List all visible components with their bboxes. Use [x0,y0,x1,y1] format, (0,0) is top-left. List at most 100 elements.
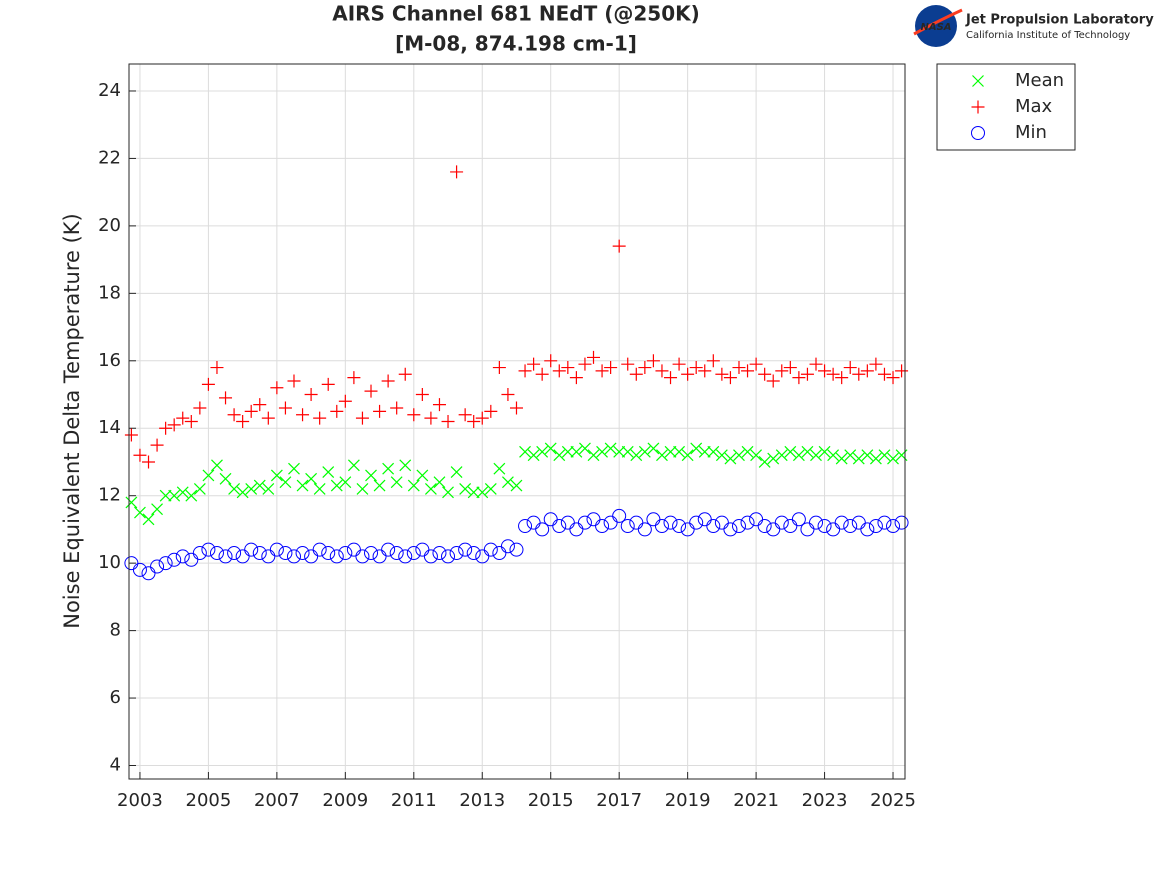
y-tick-label: 14 [98,417,121,438]
data-point [416,469,429,482]
data-point [570,445,583,458]
y-tick-label: 8 [110,620,121,641]
data-point [800,522,815,537]
data-point [801,445,814,458]
data-point [784,445,797,458]
data-point [740,515,755,530]
data-point [647,442,660,455]
data-point [423,549,438,564]
data-point [664,445,677,458]
data-point [844,449,857,462]
chart-title: [M-08, 874.198 cm-1] [395,32,637,56]
data-point [270,381,284,395]
data-point [364,546,379,561]
data-point [227,408,241,422]
data-point [245,483,258,495]
data-point [288,462,300,475]
y-tick-label: 24 [98,80,121,101]
legend-marker [972,75,984,87]
data-point [176,486,189,499]
data-point [355,549,370,564]
data-point [527,449,540,462]
logo: NASA Jet Propulsion Laboratory Californi… [913,5,1154,47]
data-point [553,449,566,462]
data-point [612,508,627,523]
chart-title: AIRS Channel 681 NEdT (@250K) [332,2,700,26]
data-point [629,515,644,530]
data-point [398,367,412,381]
data-point [467,486,480,499]
data-point [398,549,413,564]
data-point [681,449,694,462]
data-point [690,442,703,455]
data-point [167,552,182,567]
data-point [236,415,250,428]
data-point [151,503,163,516]
data-point [715,449,728,462]
data-point [723,371,737,385]
data-point [620,519,635,534]
data-point [509,401,523,415]
data-point [476,486,489,499]
logo-name: Jet Propulsion Laboratory [965,13,1154,28]
data-point [681,367,695,381]
data-point [527,357,541,371]
data-point [630,449,643,462]
data-point [338,394,352,408]
data-point [860,522,875,537]
x-tick-label: 2023 [802,790,848,811]
data-point [219,391,233,405]
data-point [502,476,514,489]
legend-label: Max [1015,96,1053,117]
data-point [406,546,421,561]
data-point [732,361,746,375]
data-point [219,472,232,485]
data-point [706,354,720,368]
data-point [338,546,353,561]
data-point [886,371,900,385]
data-point [201,542,216,557]
data-point [809,357,823,371]
data-point [322,466,335,479]
data-point [201,377,215,391]
data-point [638,361,652,375]
data-point [731,519,746,534]
data-point [432,546,447,561]
data-point [175,549,190,564]
legend-box [936,63,1076,151]
data-point [714,515,729,530]
data-point [526,515,541,530]
data-point [501,388,515,402]
logo-swoosh [913,8,963,36]
plot-frame [128,63,906,780]
data-point [887,452,899,465]
data-point [329,549,344,564]
x-tick-label: 2019 [665,790,711,811]
x-tick-label: 2021 [733,790,779,811]
data-point [373,404,387,418]
data-point [827,449,840,462]
data-point [365,469,377,482]
x-tick-label: 2003 [117,790,163,811]
data-point [810,449,822,462]
data-point [295,546,310,561]
data-point [390,476,403,489]
data-point [877,367,891,381]
data-point [270,469,283,482]
data-point [484,404,498,418]
x-tick-label: 2009 [322,790,368,811]
data-point [851,515,866,530]
data-point [475,411,489,425]
data-point [637,522,652,537]
data-point [561,445,574,458]
data-point [861,449,874,462]
data-point [843,519,858,534]
data-point [543,512,558,527]
data-point [168,489,181,502]
data-point [672,519,687,534]
data-point [381,374,395,388]
data-point [158,556,173,571]
data-point [347,371,361,385]
logo-badge-text: NASA [920,22,951,33]
data-point [791,512,806,527]
